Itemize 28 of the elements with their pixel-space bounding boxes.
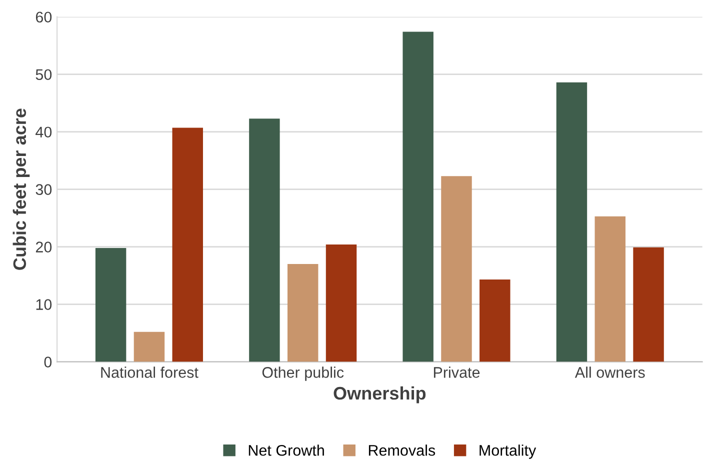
x-tick-label: Other public: [262, 366, 344, 381]
legend-label: Net Growth: [248, 444, 324, 456]
bar: [480, 280, 510, 362]
legend-label: Mortality: [480, 444, 536, 459]
y-tick-label: 10: [36, 299, 52, 310]
bar: [556, 82, 588, 362]
bar: [402, 32, 434, 362]
bar: [134, 332, 165, 362]
x-tick-label: Private: [434, 366, 480, 378]
bar: [594, 216, 626, 362]
legend-label: Removals: [368, 444, 436, 456]
y-tick-label: 40: [36, 126, 52, 138]
bar: [326, 244, 357, 362]
y-axis-title: Cubic feet per acre: [12, 108, 30, 270]
y-tick-label: 0: [44, 356, 52, 368]
x-tick-label: All owners: [574, 366, 645, 378]
x-tick-label: National forest: [101, 366, 198, 378]
bar: [172, 128, 203, 362]
bar: [633, 247, 664, 362]
y-tick-label: 50: [36, 69, 52, 80]
bar: [249, 118, 280, 362]
x-axis-title: Ownership: [334, 386, 426, 404]
y-tick-label: 60: [36, 12, 52, 23]
y-tick-label: 20: [36, 242, 52, 252]
y-tick-label: 30: [36, 184, 52, 195]
bar: [95, 248, 126, 362]
bar: [287, 264, 318, 362]
bar: [441, 176, 472, 362]
